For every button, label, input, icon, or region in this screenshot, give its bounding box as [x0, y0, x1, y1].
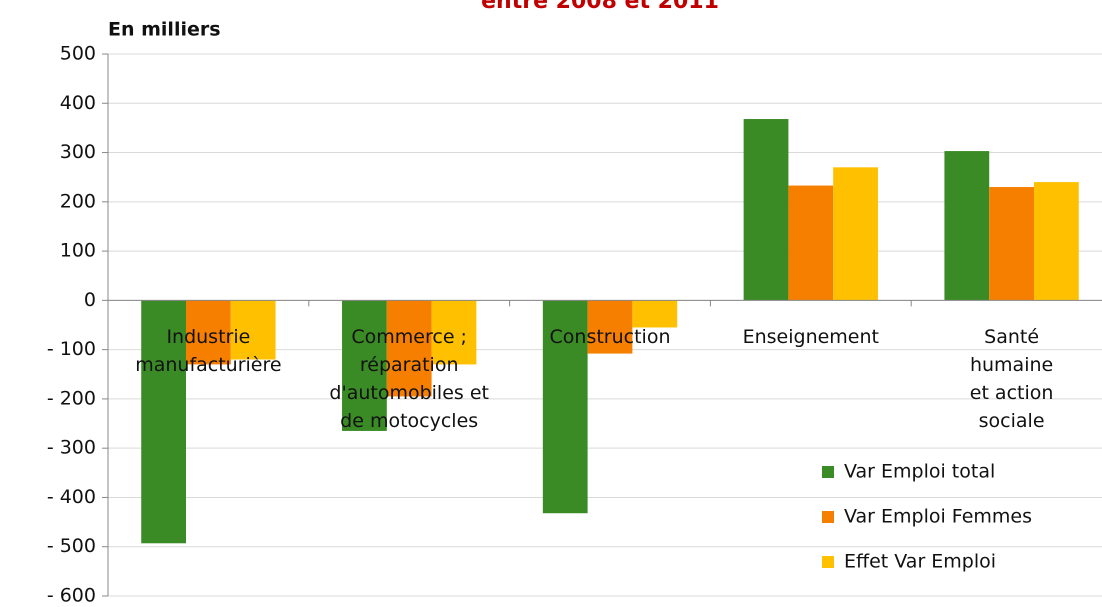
y-tick-label: - 400: [47, 486, 96, 508]
y-tick-label: - 200: [47, 387, 96, 409]
bar: [989, 187, 1034, 301]
bar: [186, 300, 231, 365]
y-tick-label: 200: [60, 190, 96, 212]
y-tick-label: - 500: [47, 535, 96, 557]
bar: [743, 119, 789, 301]
x-tick-label: Construction: [549, 326, 671, 349]
bar: [141, 300, 187, 544]
bar: [542, 300, 588, 514]
chart-title: entre 2008 et 2011: [481, 0, 719, 14]
y-axis-label: En milliers: [108, 19, 221, 41]
x-tick-label: Commerce ; réparation d'automobiles et d…: [329, 326, 489, 433]
y-tick-label: - 600: [47, 585, 96, 607]
y-tick-label: 0: [84, 289, 96, 311]
x-tick-label: Industrie manufacturière: [135, 326, 282, 377]
legend-label: Var Emploi Femmes: [844, 506, 1032, 528]
bar: [944, 151, 990, 301]
x-tick-label: Enseignement: [742, 326, 879, 349]
x-tick-label: Santé humaine et action sociale: [969, 326, 1054, 433]
bar: [788, 185, 834, 301]
legend-swatch: [822, 511, 834, 523]
legend-swatch: [822, 556, 834, 568]
legend-swatch: [822, 466, 834, 478]
bar: [230, 300, 276, 360]
bar: [632, 300, 678, 328]
legend-label: Effet Var Emploi: [844, 551, 996, 573]
bar: [386, 300, 432, 397]
bar: [342, 300, 387, 431]
y-tick-label: - 300: [47, 437, 96, 459]
legend-label: Var Emploi total: [844, 461, 995, 483]
y-tick-label: - 100: [47, 338, 96, 360]
y-tick-label: 400: [60, 92, 96, 114]
bar: [587, 300, 633, 354]
y-tick-label: 300: [60, 141, 96, 163]
bar: [431, 300, 477, 365]
y-tick-label: 500: [60, 43, 96, 65]
bar: [833, 167, 878, 301]
bar: [1033, 182, 1079, 301]
y-tick-label: 100: [60, 240, 96, 262]
